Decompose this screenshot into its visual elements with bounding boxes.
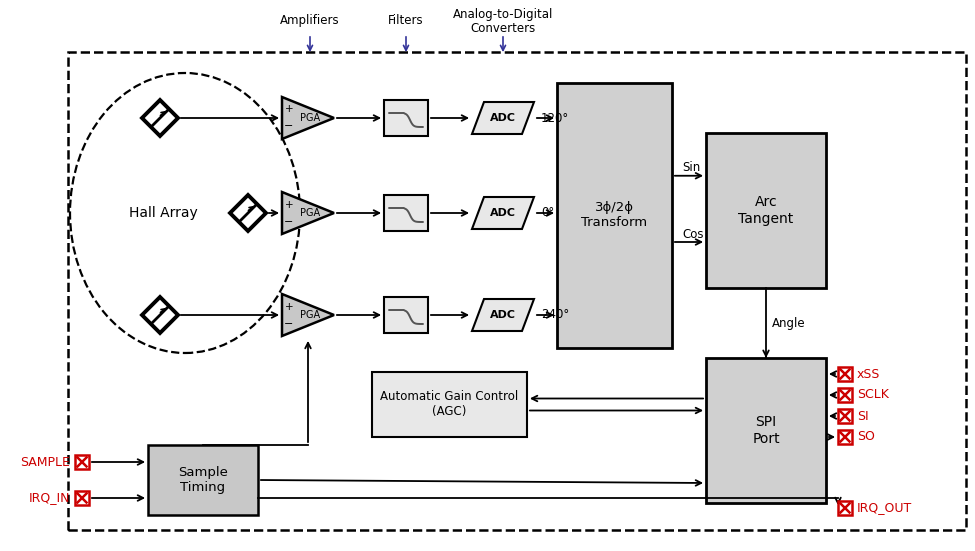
Text: ADC: ADC (490, 113, 516, 123)
FancyBboxPatch shape (384, 297, 428, 333)
Text: Sin: Sin (682, 161, 700, 174)
Text: 3ϕ/2ϕ
Transform: 3ϕ/2ϕ Transform (581, 202, 647, 230)
FancyBboxPatch shape (838, 501, 852, 515)
Text: Automatic Gain Control
(AGC): Automatic Gain Control (AGC) (380, 391, 519, 419)
FancyBboxPatch shape (372, 372, 527, 437)
Text: IRQ_OUT: IRQ_OUT (857, 501, 913, 515)
Text: Analog-to-Digital: Analog-to-Digital (452, 8, 553, 21)
Text: Converters: Converters (470, 22, 535, 35)
FancyBboxPatch shape (75, 455, 89, 469)
Text: SI: SI (857, 409, 869, 423)
Text: Sample
Timing: Sample Timing (178, 466, 228, 494)
Polygon shape (472, 197, 534, 229)
Text: Angle: Angle (772, 316, 805, 329)
Text: 0°: 0° (541, 207, 554, 219)
Polygon shape (472, 102, 534, 134)
Text: PGA: PGA (300, 113, 320, 123)
Text: +: + (285, 105, 293, 115)
FancyBboxPatch shape (557, 83, 672, 348)
Text: PGA: PGA (300, 208, 320, 218)
Text: IRQ_IN: IRQ_IN (28, 491, 70, 505)
Polygon shape (282, 192, 334, 234)
Text: 120°: 120° (541, 111, 569, 125)
Polygon shape (142, 297, 178, 333)
Polygon shape (282, 294, 334, 336)
Text: SO: SO (857, 430, 875, 444)
FancyBboxPatch shape (384, 195, 428, 231)
Text: SPI
Port: SPI Port (752, 415, 780, 446)
FancyBboxPatch shape (706, 133, 826, 288)
Text: SCLK: SCLK (857, 388, 889, 402)
Text: Hall Array: Hall Array (129, 206, 197, 220)
FancyBboxPatch shape (838, 388, 852, 402)
FancyBboxPatch shape (148, 445, 258, 515)
Polygon shape (142, 100, 178, 136)
Text: Arc
Tangent: Arc Tangent (738, 196, 794, 225)
Text: Filters: Filters (388, 14, 424, 27)
Text: +: + (285, 199, 293, 209)
Polygon shape (472, 299, 534, 331)
FancyBboxPatch shape (838, 409, 852, 423)
Text: +: + (285, 301, 293, 311)
Text: ADC: ADC (490, 208, 516, 218)
Text: ADC: ADC (490, 310, 516, 320)
FancyBboxPatch shape (75, 491, 89, 505)
FancyBboxPatch shape (838, 430, 852, 444)
Text: Cos: Cos (682, 228, 704, 240)
FancyBboxPatch shape (706, 358, 826, 503)
FancyBboxPatch shape (384, 100, 428, 136)
Text: xSS: xSS (857, 368, 880, 381)
FancyBboxPatch shape (838, 367, 852, 381)
Text: Amplifiers: Amplifiers (280, 14, 340, 27)
Text: 240°: 240° (541, 309, 569, 321)
Text: −: − (285, 217, 293, 226)
Text: SAMPLE: SAMPLE (20, 456, 70, 468)
Text: PGA: PGA (300, 310, 320, 320)
Text: −: − (285, 122, 293, 132)
Polygon shape (230, 195, 266, 231)
Polygon shape (282, 97, 334, 139)
Text: −: − (285, 318, 293, 328)
